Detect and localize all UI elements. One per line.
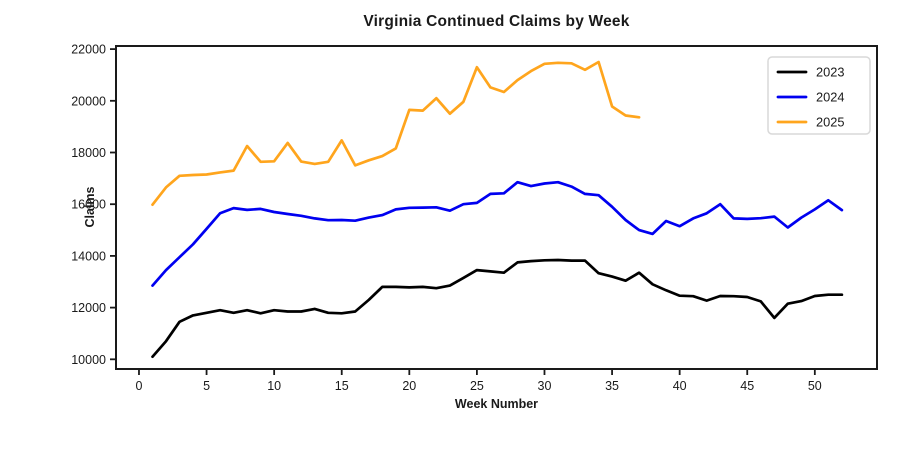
y-tick-label: 12000: [71, 301, 106, 315]
x-tick-label: 50: [808, 379, 822, 393]
x-tick-label: 20: [402, 379, 416, 393]
x-axis-label: Week Number: [454, 397, 539, 411]
legend-label-2024: 2024: [816, 90, 844, 105]
x-tick-label: 40: [673, 379, 687, 393]
x-tick-label: 0: [136, 379, 143, 393]
y-tick-label: 20000: [71, 94, 106, 108]
y-tick-label: 10000: [71, 353, 106, 367]
y-axis-ticks: 10000 12000 14000 16000 18000 20000 22000: [71, 43, 116, 367]
x-axis-ticks: 0 5 10 15 20 25 30 35 40 45 50: [136, 369, 822, 393]
x-tick-label: 25: [470, 379, 484, 393]
legend-label-2025: 2025: [816, 115, 844, 130]
x-tick-label: 10: [267, 379, 281, 393]
chart-title: Virginia Continued Claims by Week: [363, 13, 630, 30]
series-line-2024: [151, 180, 844, 287]
x-tick-label: 5: [203, 379, 210, 393]
legend-label-2023: 2023: [816, 65, 844, 80]
x-tick-label: 15: [335, 379, 349, 393]
axes-frame: [115, 45, 878, 370]
legend: 2023 2024 2025: [767, 56, 871, 135]
y-tick-label: 18000: [71, 146, 106, 160]
legend-box: [767, 56, 871, 135]
y-tick-label: 16000: [71, 198, 106, 212]
series-line-2025: [151, 60, 641, 207]
y-tick-label: 14000: [71, 249, 106, 263]
x-tick-label: 45: [740, 379, 754, 393]
series-line-2023: [151, 258, 844, 359]
y-tick-label: 22000: [71, 43, 106, 57]
x-tick-label: 35: [605, 379, 619, 393]
x-tick-label: 30: [538, 379, 552, 393]
